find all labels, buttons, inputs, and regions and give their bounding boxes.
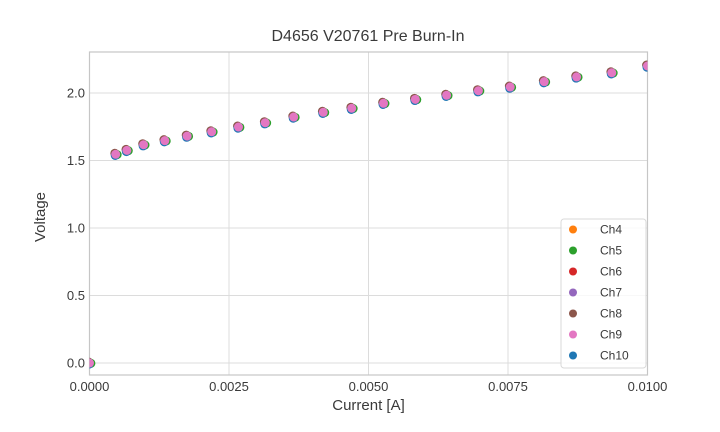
data-point-ch9 [111,149,121,159]
legend-marker-ch7 [569,288,577,297]
data-point-ch9 [379,98,389,108]
scatter-points [89,60,648,369]
data-point-ch9 [207,127,217,137]
legend-marker-ch10 [569,351,577,360]
x-tick-label: 0.0075 [488,379,528,394]
data-point-ch9 [539,77,549,87]
legend-marker-ch4 [569,225,577,234]
legend-label-ch4: Ch4 [600,223,622,237]
legend-frame [560,218,647,369]
data-point-ch9 [139,140,149,150]
x-tick-label: 0.0000 [70,379,110,394]
y-tick-label: 1.0 [67,221,85,236]
gridlines [89,52,648,375]
y-tick-labels: 0.0 0.5 1.0 1.5 2.0 [67,86,85,371]
y-axis-label: Voltage [32,192,49,242]
x-tick-label: 0.0025 [209,379,249,394]
y-tick-label: 0.0 [67,356,85,371]
data-point-ch9 [607,68,617,78]
data-point-ch9 [89,358,94,368]
legend-marker-ch9 [569,330,577,339]
legend-label-ch9: Ch9 [600,328,622,342]
data-point-ch9 [122,145,132,155]
data-point-ch9 [160,136,170,146]
data-point-ch9 [505,82,515,92]
legend-label-ch8: Ch8 [600,307,622,321]
data-point-ch9 [643,61,648,71]
x-tick-labels: 0.0000 0.0025 0.0050 0.0075 0.0100 [70,379,668,394]
legend-label-ch7: Ch7 [600,286,622,300]
legend-label-ch5: Ch5 [600,244,622,258]
chart-title: D4656 V20761 Pre Burn-In [271,28,464,45]
data-point-ch9 [318,107,328,117]
data-point-ch9 [347,103,357,113]
data-point-ch9 [260,118,270,128]
y-tick-label: 0.5 [67,288,85,303]
data-point-ch9 [572,72,582,82]
x-tick-label: 0.0100 [628,379,668,394]
plot-border [88,51,649,376]
x-tick-label: 0.0050 [349,379,389,394]
y-tick-label: 1.5 [67,153,85,168]
legend-label-ch10: Ch10 [600,349,629,363]
data-point-ch9 [442,90,452,100]
legend-marker-ch5 [569,246,577,255]
legend: Ch4 Ch5 Ch6 Ch7 Ch8 Ch9 Ch10 [560,218,647,369]
legend-marker-ch8 [569,309,577,318]
data-point-ch9 [410,94,420,104]
legend-marker-ch6 [569,267,577,276]
x-axis-label: Current [A] [332,397,405,414]
legend-label-ch6: Ch6 [600,265,622,279]
data-point-ch9 [289,112,299,122]
data-point-ch9 [233,122,243,132]
data-point-ch9 [182,131,192,141]
y-tick-label: 2.0 [67,86,85,101]
data-point-ch9 [473,86,483,96]
